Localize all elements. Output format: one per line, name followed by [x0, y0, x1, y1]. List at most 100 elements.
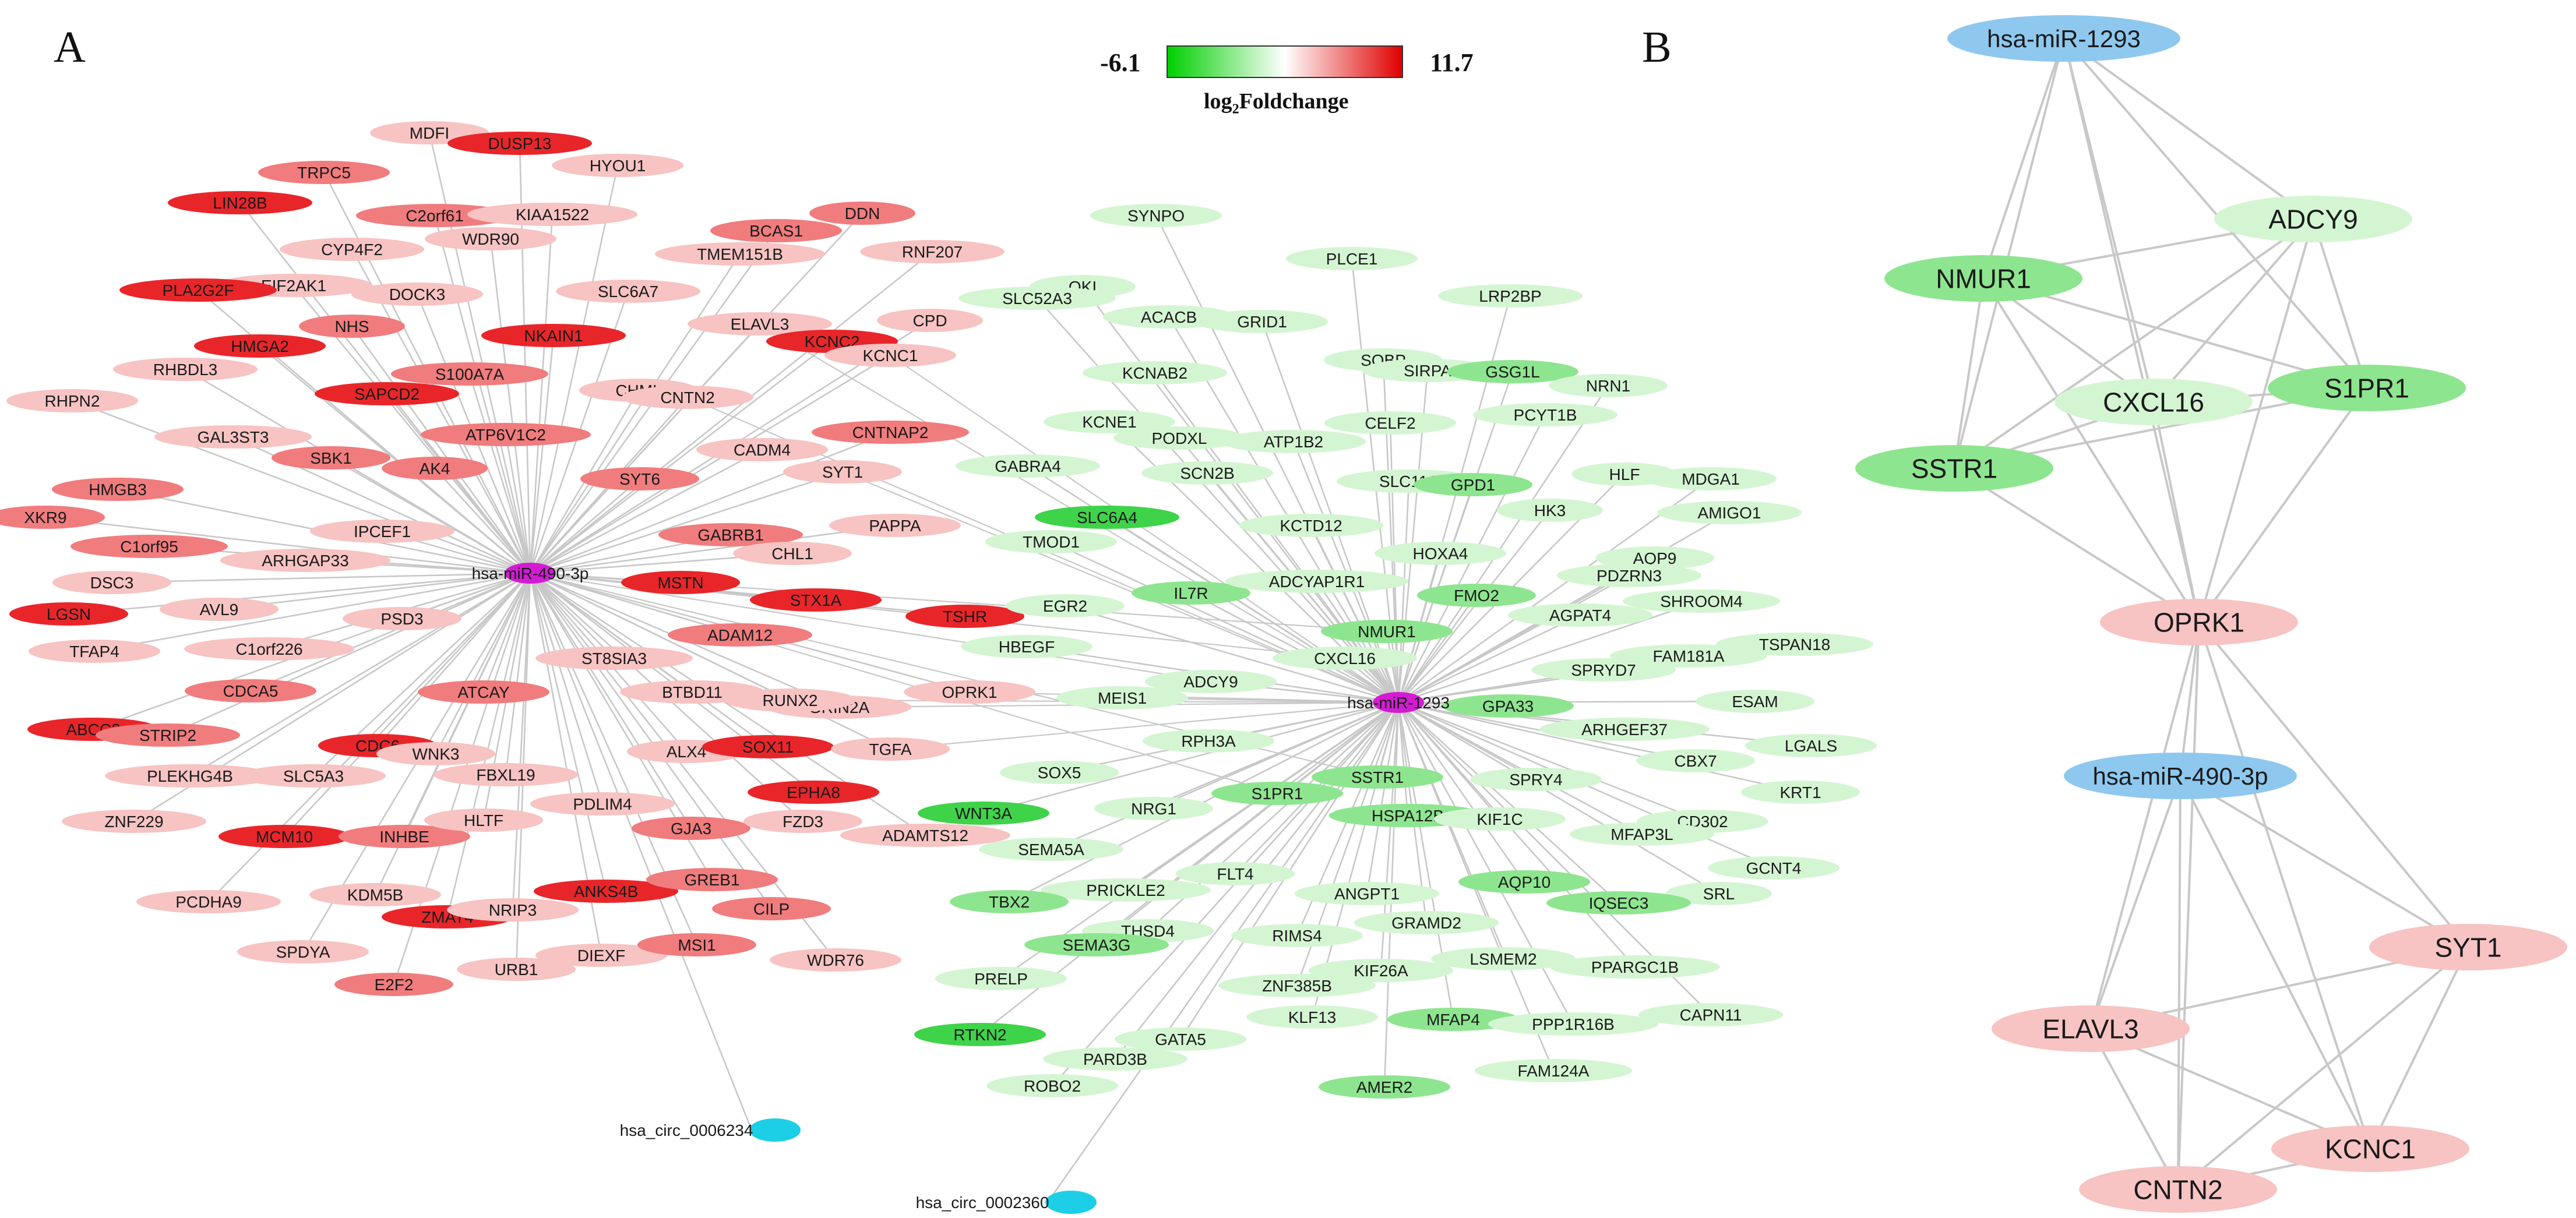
node-b-nmur1: NMUR1	[1884, 255, 2082, 302]
edge-a-rhpn2	[72, 400, 531, 574]
node-a-gpd1-shape	[1414, 473, 1532, 496]
node-b-cxcl16: CXCL16	[2055, 379, 2253, 425]
node-a-gpa33: GPA33	[1442, 694, 1574, 718]
node-a-msi1: MSI1	[637, 933, 756, 956]
edge-b-m2-syt1-cntn2	[2177, 946, 2469, 1191]
node-a-esam-shape	[1696, 690, 1814, 713]
edge-b-m1-hub-sstr1	[1953, 38, 2065, 469]
node-a-hyou1-label: HYOU1	[590, 157, 646, 175]
node-a-nmur1-label: NMUR1	[1358, 623, 1416, 641]
node-a-podxl: PODXL	[1113, 426, 1245, 450]
node-a-urb1-label: URB1	[495, 961, 538, 979]
node-a-adamts12-shape	[840, 824, 1010, 847]
edge-a-syt1	[530, 471, 843, 574]
node-a-atp6v1c2-shape	[421, 423, 591, 446]
node-a-wnk3: WNK3	[376, 742, 495, 765]
node-a-podxl-shape	[1113, 426, 1245, 450]
node-a-robo2: ROBO2	[986, 1074, 1118, 1097]
edge-a-pappa	[530, 524, 896, 574]
node-b-adcy9-shape	[2214, 196, 2412, 242]
circ-hsa-circ-0006234-shape	[749, 1118, 801, 1142]
node-a-arhgef37-shape	[1539, 718, 1710, 741]
edge-b-m2-hub-elavl3	[2089, 775, 2182, 1029]
node-a-tmod1: TMOD1	[985, 530, 1117, 553]
node-a-celf2-shape	[1324, 411, 1456, 435]
node-a-c1orf226-label: C1orf226	[235, 640, 302, 658]
node-a-iqsec3: IQSEC3	[1546, 891, 1691, 915]
node-a-sema5a: SEMA5A	[979, 838, 1123, 861]
node-a-nhs-shape	[299, 315, 405, 338]
edge-a-iqsec3	[1398, 702, 1619, 903]
edge-a-syt6	[530, 478, 640, 574]
node-a-bcas1-label: BCAS1	[749, 222, 803, 240]
node-a-c2orf61: C2orf61	[356, 204, 513, 227]
node-a-kcnab2-label: KCNAB2	[1122, 364, 1187, 382]
node-a-pard3b-label: PARD3B	[1083, 1050, 1147, 1068]
node-a-cadm4-label: CADM4	[734, 441, 791, 459]
node-a-avl9-label: AVL9	[200, 601, 238, 619]
node-a-sapcd2-label: SAPCD2	[354, 385, 420, 403]
edge-a-wnt3a	[983, 701, 1399, 814]
node-a-nkain1-label: NKAIN1	[524, 327, 583, 345]
node-a-trpc5-shape	[258, 161, 390, 184]
node-a-ppp1r16b: PPP1R16B	[1488, 1012, 1658, 1036]
edge-a-pdzrn3	[1398, 574, 1630, 704]
node-a-mstn-shape	[621, 571, 740, 594]
node-a-hlf-label: HLF	[1609, 465, 1640, 483]
node-a-alx4-label: ALX4	[667, 743, 707, 761]
node-a-hltf-shape	[424, 809, 543, 832]
node-a-amer2: AMER2	[1319, 1075, 1450, 1099]
edge-a-mdfi	[428, 132, 531, 574]
edge-a-wdr76	[529, 573, 837, 961]
edge-a-kcnc2	[530, 340, 833, 574]
node-a-rnf207: RNF207	[860, 240, 1005, 263]
node-a-c1orf226-shape	[184, 637, 354, 661]
node-a-capn11-label: CAPN11	[1680, 1006, 1742, 1024]
edge-b-m1-nmur1-s1pr1	[1983, 277, 2367, 389]
node-a-dock3: DOCK3	[351, 283, 483, 306]
node-a-gata5: GATA5	[1115, 1028, 1246, 1051]
hub-b-hsa-mir-490-3p-shape	[2064, 753, 2297, 799]
node-a-kif26a-shape	[1309, 959, 1453, 982]
node-a-aqp10-label: AQP10	[1498, 873, 1550, 891]
node-b-s1pr1: S1PR1	[2268, 365, 2466, 411]
node-a-s100a7a: S100A7A	[391, 362, 548, 386]
node-a-tmod1-label: TMOD1	[1023, 533, 1080, 551]
node-a-avl9-shape	[160, 598, 279, 621]
node-a-adamts12-label: ADAMTS12	[882, 827, 968, 845]
hub-hsa-mir-490-3p-shape	[505, 563, 556, 584]
node-a-syt6-shape	[580, 467, 699, 490]
node-a-cdca5: CDCA5	[185, 679, 316, 702]
node-a-inhbe-label: INHBE	[379, 828, 429, 846]
node-b-kcnc1: KCNC1	[2271, 1125, 2469, 1172]
node-a-kcnc1: KCNC1	[824, 344, 956, 367]
node-a-sox5-label: SOX5	[1038, 764, 1081, 782]
node-b-cntn2-shape	[2079, 1166, 2277, 1213]
node-a-gsg1l: GSG1L	[1447, 360, 1578, 383]
node-a-fam124a: FAM124A	[1475, 1059, 1632, 1082]
node-a-s100a7a-label: S100A7A	[435, 365, 505, 383]
node-a-pcyt1b-shape	[1473, 403, 1618, 426]
node-a-kiaa1522-shape	[467, 203, 637, 226]
node-a-sox11-shape	[702, 735, 834, 758]
node-a-cxcl16-shape	[1273, 647, 1417, 670]
node-a-pcdha9-label: PCDHA9	[175, 893, 242, 911]
node-a-tmod1-shape	[985, 530, 1117, 553]
node-a-oprk1-shape	[904, 680, 1035, 704]
node-a-spry4-label: SPRY4	[1509, 771, 1562, 789]
node-a-podxl-label: PODXL	[1152, 429, 1207, 447]
edge-a-cadm4	[530, 449, 763, 574]
edge-b-m2-cntn2-bridge	[2177, 622, 2200, 1190]
node-a-meis1: MEIS1	[1056, 686, 1188, 709]
node-a-arhgap33-label: ARHGAP33	[262, 552, 348, 570]
node-a-tspan18-label: TSPAN18	[1759, 636, 1830, 654]
node-a-esam: ESAM	[1696, 690, 1814, 713]
node-a-ipcef1-label: IPCEF1	[354, 522, 411, 541]
node-a-msi1-label: MSI1	[678, 936, 716, 954]
node-a-hoxa4-label: HOXA4	[1413, 545, 1468, 563]
node-a-lsmem2-shape	[1431, 947, 1576, 970]
node-b-sstr1-shape	[1855, 445, 2053, 492]
edge-a-s100a7a	[468, 373, 531, 574]
node-a-ppargc1b-label: PPARGC1B	[1591, 958, 1679, 976]
node-a-gata5-shape	[1115, 1028, 1246, 1051]
